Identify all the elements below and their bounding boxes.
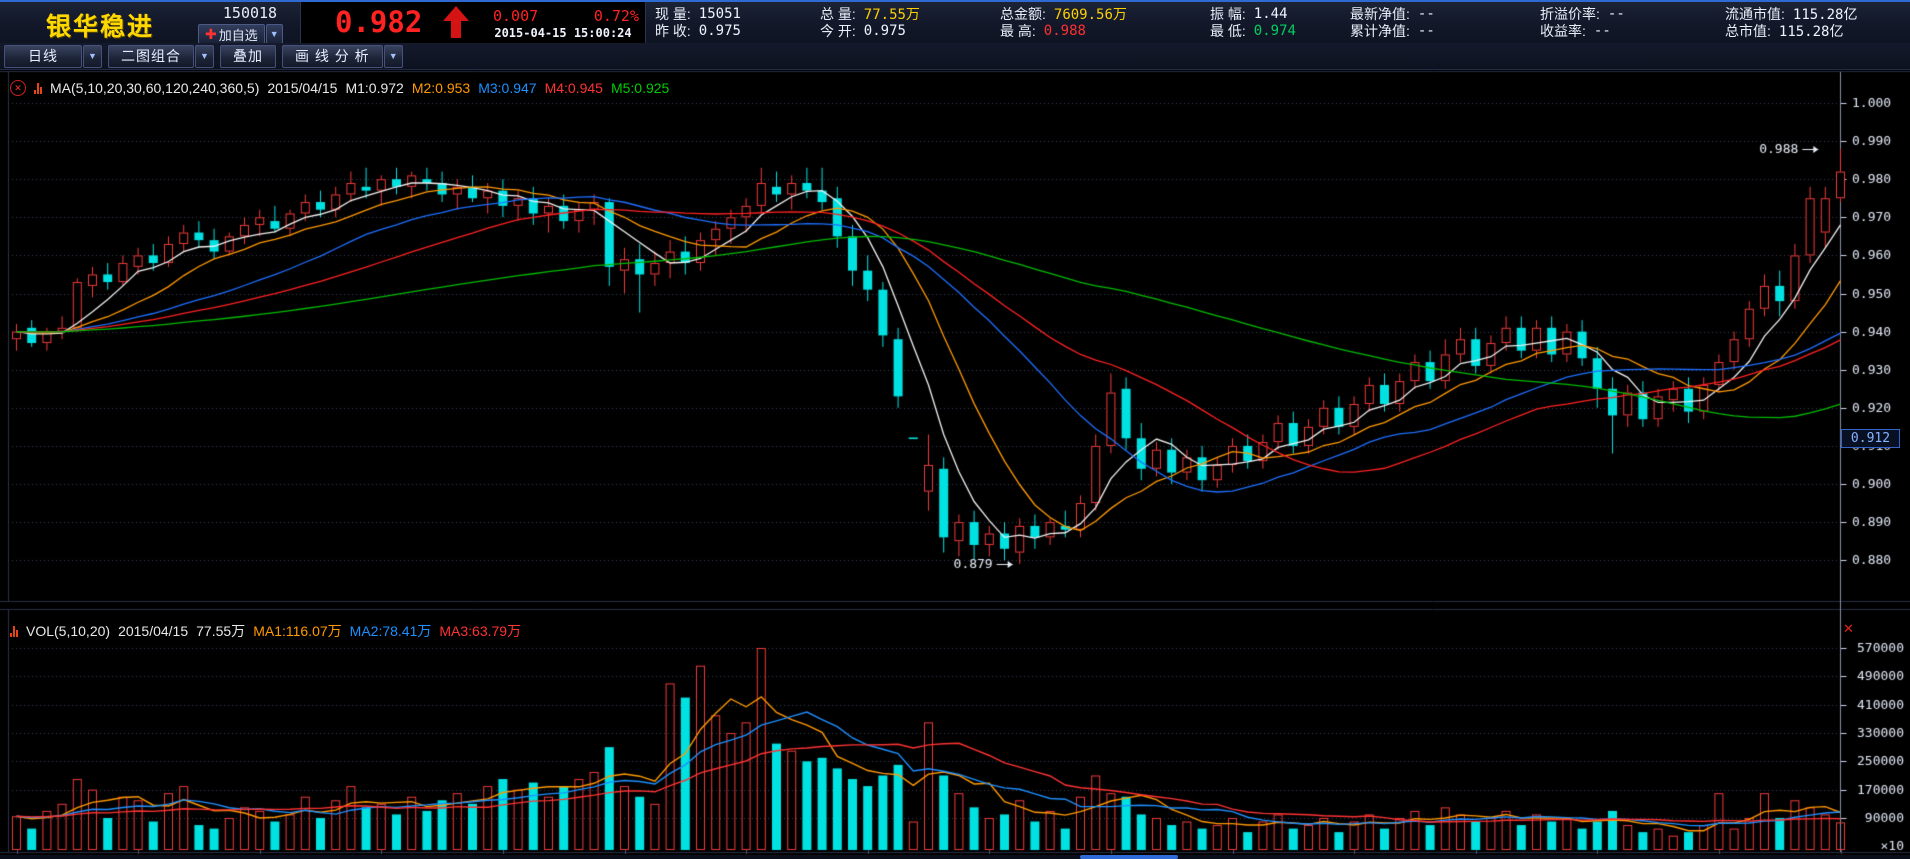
close-volume-pane-icon[interactable]: ✕ (1843, 621, 1854, 636)
close-indicator-icon[interactable]: ✕ (10, 80, 26, 96)
horizontal-scrollbar[interactable] (0, 855, 1910, 859)
scrollbar-thumb[interactable] (1080, 855, 1178, 859)
price-axis-marker: 0.912 (1841, 429, 1900, 449)
